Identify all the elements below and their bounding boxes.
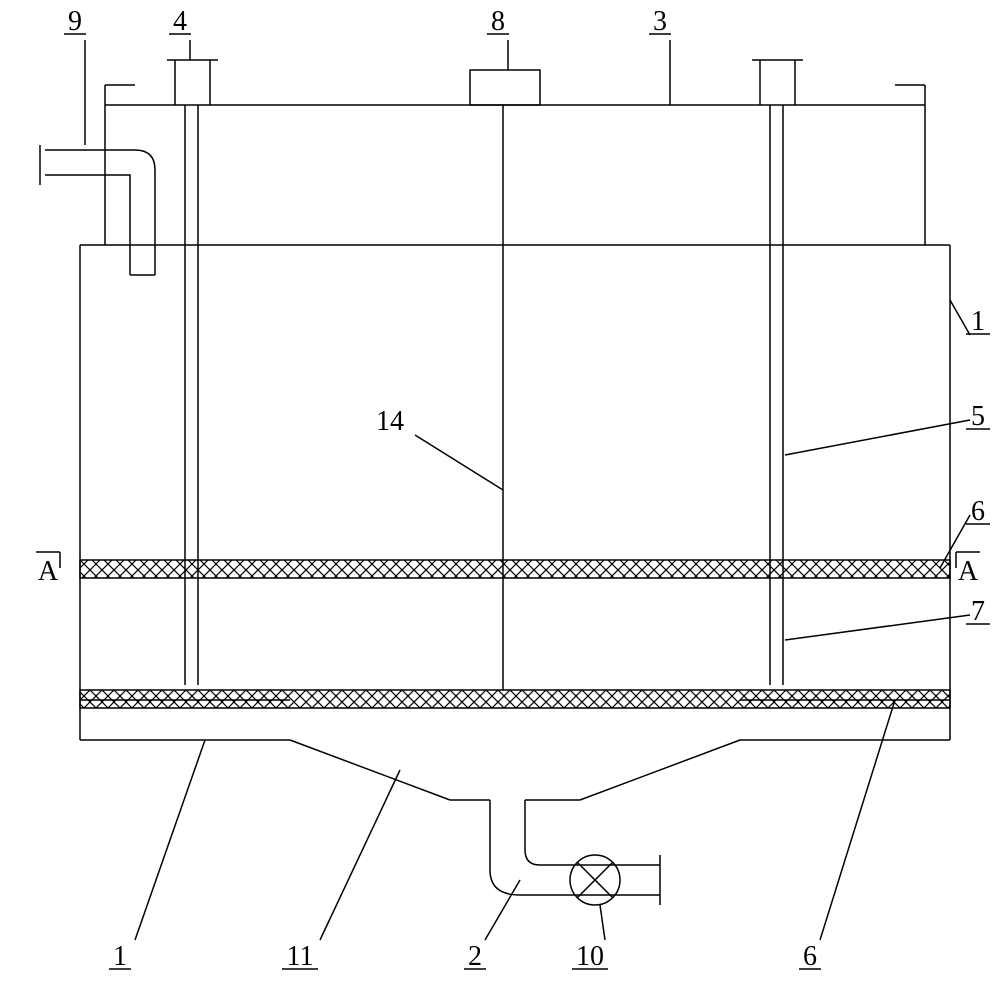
callout-6b: 6 (803, 941, 817, 972)
section-mark-a-right: A (958, 556, 979, 587)
callout-14: 14 (376, 406, 404, 437)
callout-3: 3 (653, 6, 667, 37)
callout-1a: 1 (971, 306, 985, 337)
section-mark-a-left: A (38, 556, 59, 587)
callout-9: 9 (68, 6, 82, 37)
callout-2: 2 (468, 941, 482, 972)
callout-7: 7 (971, 596, 985, 627)
callout-5: 5 (971, 401, 985, 432)
callout-4: 4 (173, 6, 187, 37)
callout-8: 8 (491, 6, 505, 37)
callout-6a: 6 (971, 496, 985, 527)
callout-1b: 1 (113, 941, 127, 972)
callout-10: 10 (576, 941, 604, 972)
diagram-canvas: AA94831514671112106 (0, 0, 994, 1000)
callout-11: 11 (287, 941, 314, 972)
